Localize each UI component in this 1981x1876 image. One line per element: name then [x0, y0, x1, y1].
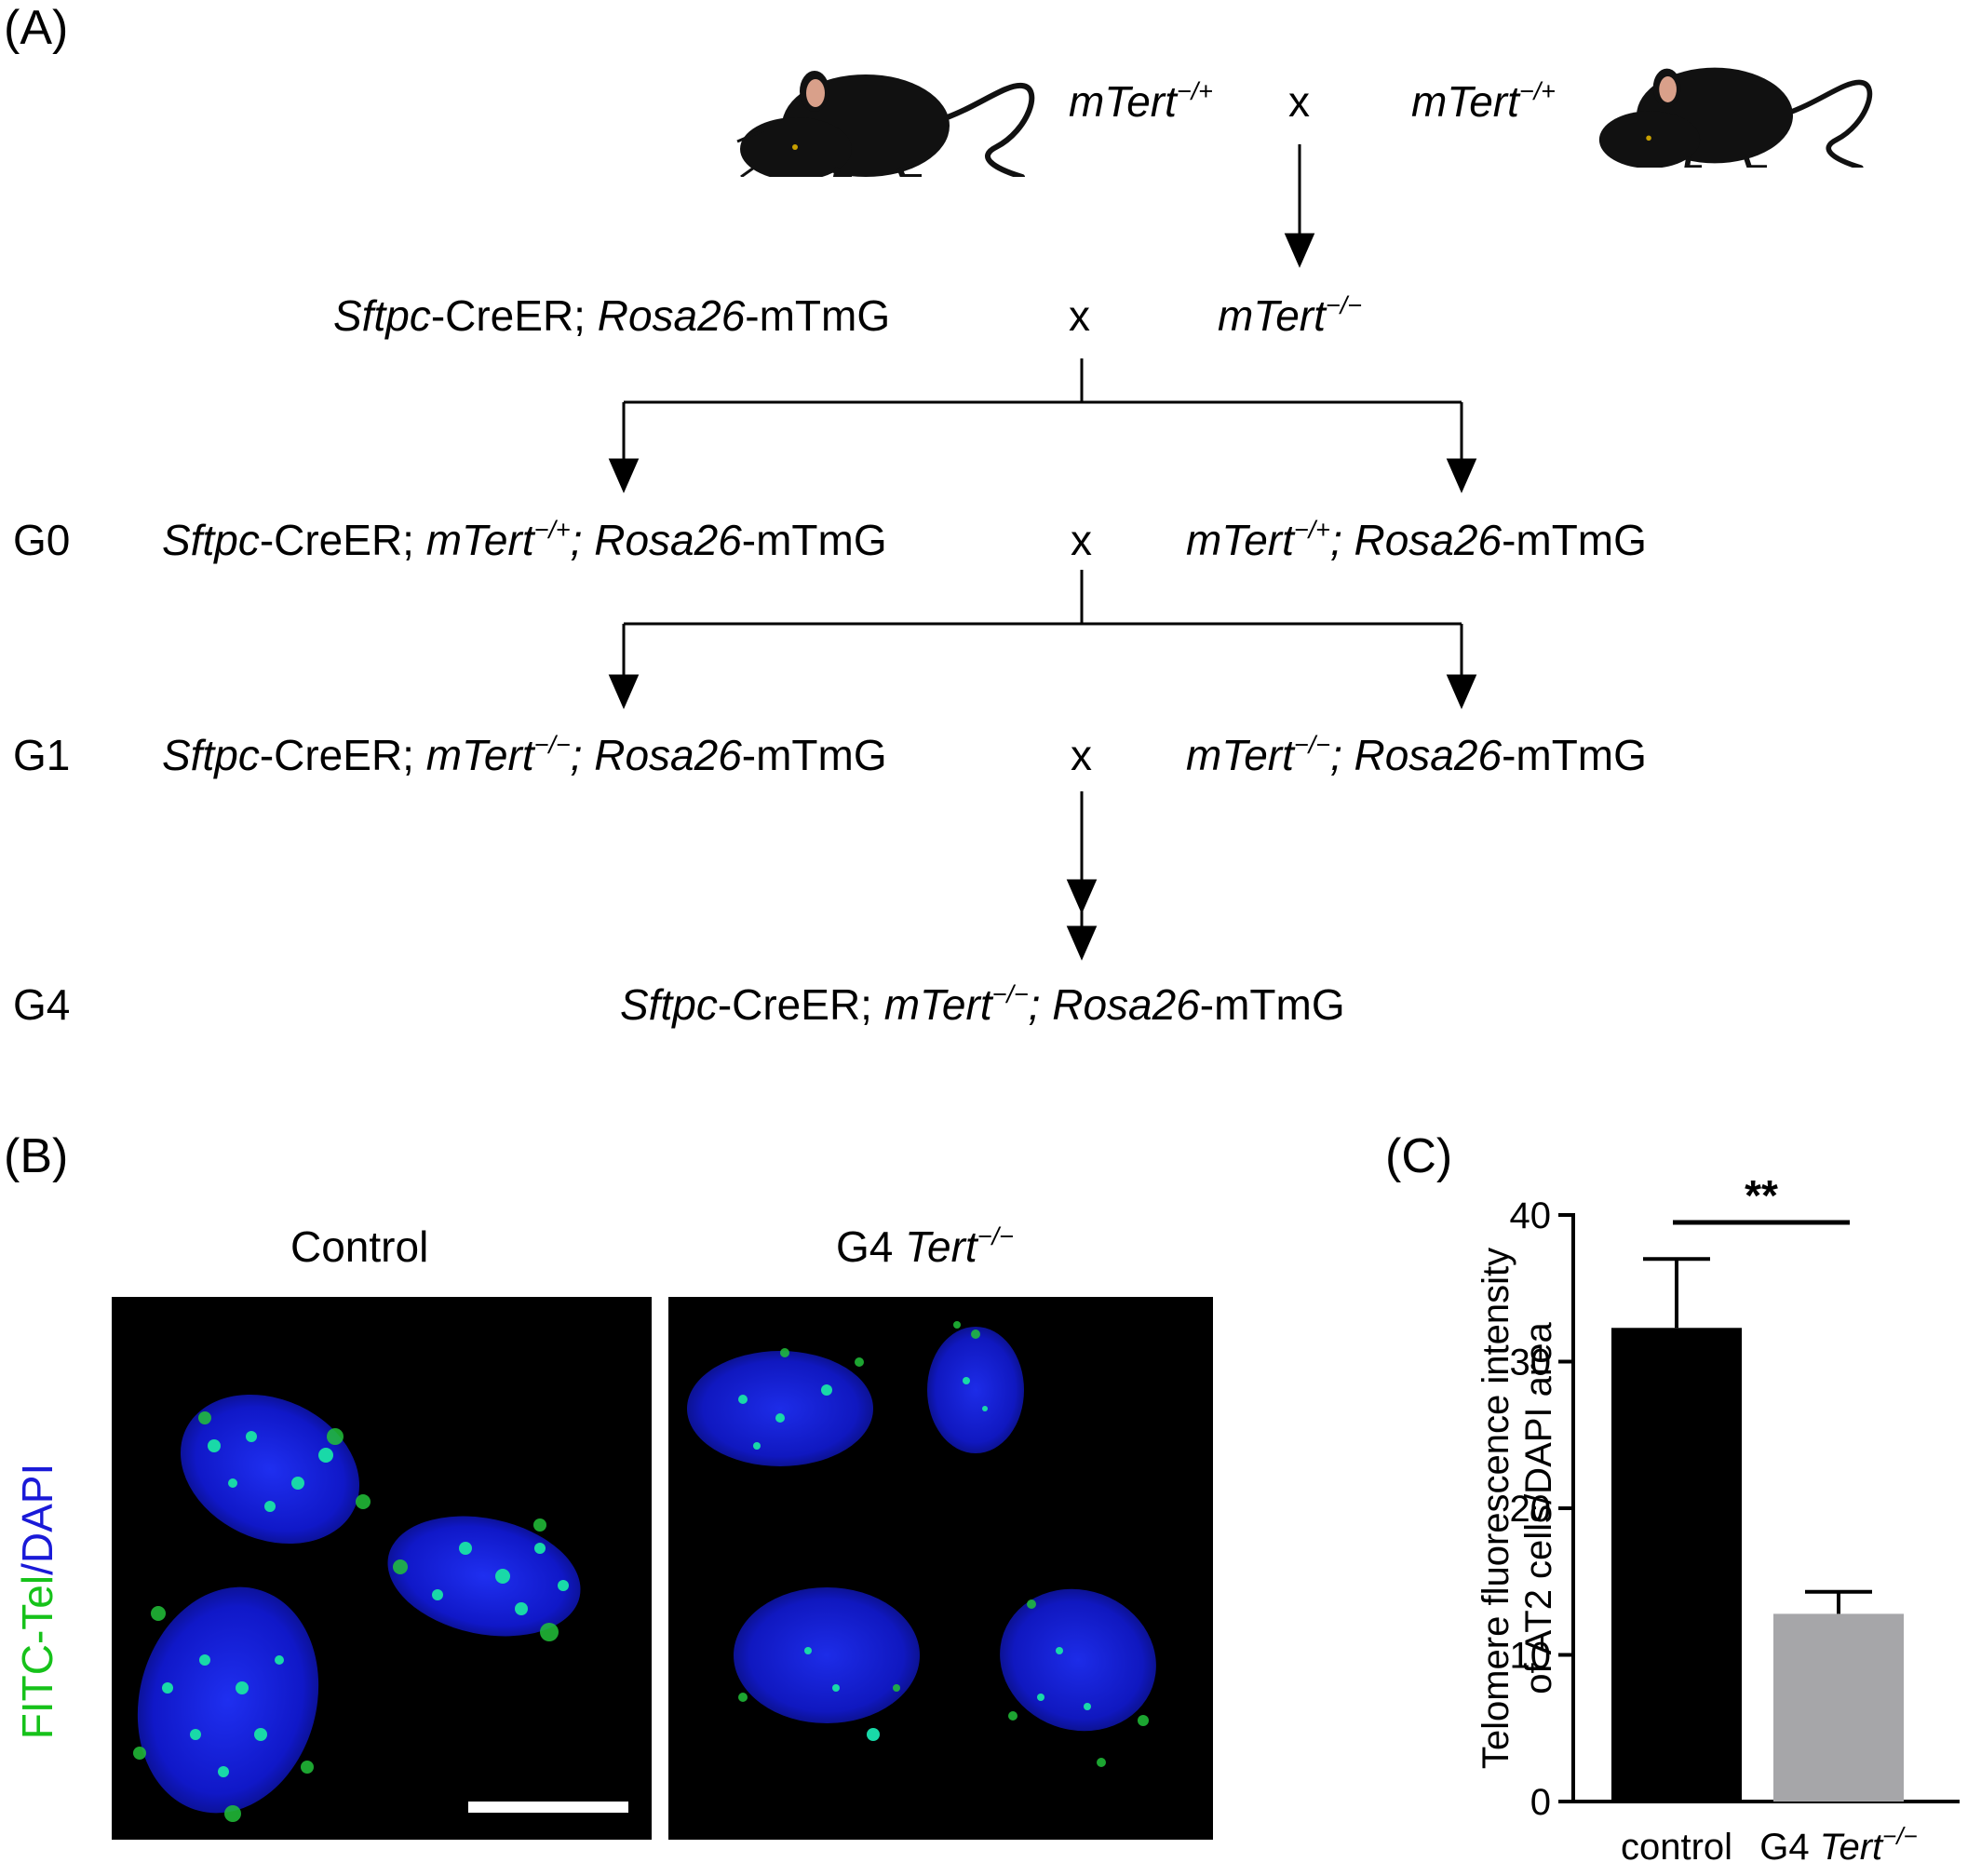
generation-g0-label: G0 [13, 516, 71, 564]
breeding-arrows [608, 144, 1477, 961]
g0-left-genotype: Sftpc-CreER; mTert−/+; Rosa26-mTmG [162, 516, 887, 564]
generation-g1-label: G1 [13, 731, 71, 779]
y-tick-label: 10 [1510, 1636, 1552, 1677]
parent-right-genotype: mTert−/+ [1411, 77, 1556, 126]
row1-left-genotype: Sftpc-CreER; Rosa26-mTmG [333, 291, 891, 340]
row1-right-genotype: mTert−/− [1218, 291, 1362, 340]
g4-genotype: Sftpc-CreER; mTert−/−; Rosa26-mTmG [620, 980, 1345, 1029]
telomere-bar-chart: 0 10 20 30 40 control G4 Tert−/− ** [1510, 1171, 1960, 1868]
g0-right-genotype: mTert−/+; Rosa26-mTmG [1186, 516, 1647, 564]
panel-c-label: (C) [1385, 1129, 1453, 1183]
g4-image-title: G4 Tert−/− [836, 1222, 1014, 1271]
parents-cross-symbol: x [1288, 77, 1310, 126]
g1-cross-symbol: x [1071, 731, 1092, 779]
y-tick-label: 40 [1510, 1195, 1552, 1236]
panel-a-label: (A) [4, 1, 69, 55]
mouse-left-icon [736, 71, 1035, 177]
g0-cross-symbol: x [1071, 516, 1092, 564]
control-micrograph [112, 1297, 652, 1840]
bar-control [1611, 1328, 1742, 1802]
y-tick-label: 0 [1530, 1782, 1551, 1823]
g4-micrograph [668, 1297, 1213, 1840]
g1-right-genotype: mTert−/−; Rosa26-mTmG [1186, 731, 1647, 779]
panel-b-label: (B) [4, 1129, 69, 1183]
y-tick-label: 30 [1510, 1343, 1552, 1383]
significance-stars: ** [1745, 1171, 1778, 1220]
x-tick-label: G4 Tert−/− [1759, 1822, 1918, 1868]
scale-bar [468, 1802, 628, 1813]
generation-g4-label: G4 [13, 980, 71, 1029]
stain-label: FITC-Tel/DAPI [13, 1463, 61, 1740]
y-tick-label: 20 [1510, 1489, 1552, 1530]
x-tick-label: control [1621, 1827, 1732, 1868]
control-image-title: Control [290, 1222, 429, 1271]
mouse-right-icon [1598, 67, 1873, 168]
parent-left-genotype: mTert−/+ [1069, 77, 1213, 126]
row1-cross-symbol: x [1069, 291, 1090, 340]
g1-left-genotype: Sftpc-CreER; mTert−/−; Rosa26-mTmG [162, 731, 887, 779]
bar-g4-tert [1773, 1613, 1904, 1802]
